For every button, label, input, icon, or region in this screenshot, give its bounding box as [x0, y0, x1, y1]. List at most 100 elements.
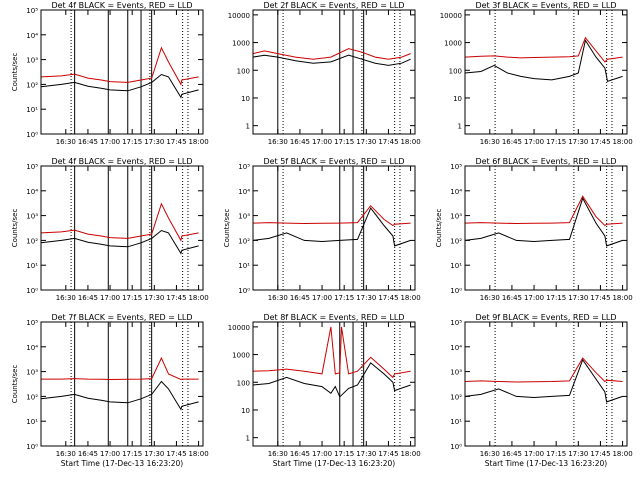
y-tick-label: 10²: [238, 237, 250, 245]
x-tick-label: 16:45: [290, 294, 310, 302]
x-tick-label: 17:00: [524, 138, 544, 146]
panel-3: Det 3f BLACK = Events, RED = LLD 1 10 100 10…: [440, 1, 633, 146]
y-tick-label: 10³: [238, 213, 250, 221]
y-tick-label: 1: [458, 123, 462, 131]
x-tick-label: 17:45: [166, 138, 186, 146]
x-tick-label: 17:00: [312, 294, 332, 302]
y-tick-label: 10¹: [238, 262, 250, 270]
y-axis-label: Counts/sec: [11, 365, 19, 404]
x-tick-label: 17:00: [312, 450, 332, 458]
x-tick-label: 17:30: [144, 294, 164, 302]
y-tick-label: 10⁵: [450, 163, 462, 171]
panel-4: Det 4f BLACK = Events, RED = LLD Counts/s…: [11, 157, 209, 302]
x-tick-label: 16:30: [480, 450, 500, 458]
x-tick-label: 17:15: [122, 294, 142, 302]
y-tick-label: 1: [246, 123, 250, 131]
lld-series-line: [252, 48, 411, 60]
x-tick-label: 16:30: [268, 294, 288, 302]
x-tick-label: 17:00: [100, 294, 120, 302]
x-tick-label: 17:45: [166, 294, 186, 302]
x-tick-label: 18:00: [400, 294, 420, 302]
panel-title: Det 5f BLACK = Events, RED = LLD: [263, 157, 404, 166]
x-tick-label: 18:00: [612, 294, 632, 302]
x-tick-label: 17:15: [546, 138, 566, 146]
x-tick-label: 17:00: [100, 138, 120, 146]
x-tick-label: 17:30: [568, 138, 588, 146]
x-tick-label: 16:30: [56, 138, 76, 146]
panel-6: Det 6f BLACK = Events, RED = LLD Counts/s…: [435, 157, 633, 302]
y-tick-label: 10²: [450, 393, 462, 401]
y-tick-label: 10²: [26, 393, 38, 401]
y-tick-label: 1000: [232, 352, 250, 360]
y-tick-label: 10⁰: [450, 287, 462, 295]
events-series-line: [464, 358, 623, 403]
y-tick-label: 10⁰: [450, 443, 462, 451]
lld-series-line: [252, 204, 411, 227]
events-series-line: [464, 39, 623, 82]
x-tick-label: 16:45: [290, 450, 310, 458]
y-tick-label: 10⁴: [26, 188, 38, 196]
lld-series-line: [464, 195, 623, 227]
y-tick-label: 10: [241, 407, 250, 415]
panel-8: Det 8f BLACK = Events, RED = LLD Start Ti…: [228, 313, 421, 468]
x-tick-label: 17:15: [122, 450, 142, 458]
plot-frame: [252, 165, 416, 291]
x-tick-label: 17:45: [590, 138, 610, 146]
y-axis-label: Counts/sec: [11, 53, 19, 92]
x-tick-label: 17:00: [524, 294, 544, 302]
x-tick-label: 17:30: [568, 450, 588, 458]
y-tick-label: 1000: [232, 40, 250, 48]
x-tick-label: 16:30: [480, 294, 500, 302]
panel-9: Det 9f BLACK = Events, RED = LLD Start Ti…: [450, 313, 632, 468]
y-tick-label: 10³: [26, 57, 38, 65]
y-tick-label: 10²: [26, 81, 38, 89]
y-tick-label: 1000: [444, 40, 462, 48]
events-series-line: [40, 380, 199, 411]
panel-title: Det 8f BLACK = Events, RED = LLD: [263, 313, 404, 322]
panel-title: Det 3f BLACK = Events, RED = LLD: [475, 1, 616, 10]
x-tick-label: 17:30: [568, 294, 588, 302]
plot-frame: [40, 321, 204, 447]
y-tick-label: 10⁵: [26, 319, 38, 327]
x-tick-label: 16:45: [290, 138, 310, 146]
x-tick-label: 17:45: [378, 138, 398, 146]
y-tick-label: 10⁰: [26, 287, 38, 295]
plot-frame: [464, 9, 628, 135]
plot-frame: [40, 165, 204, 291]
plot-frame: [464, 165, 628, 291]
x-axis-label: Start Time (17-Dec-13 16:23:20): [485, 459, 607, 468]
x-tick-label: 17:30: [356, 294, 376, 302]
y-tick-label: 10³: [450, 213, 462, 221]
x-axis-label: Start Time (17-Dec-13 16:23:20): [61, 459, 183, 468]
x-tick-label: 17:30: [144, 138, 164, 146]
plot-frame: [40, 9, 204, 135]
y-tick-label: 10²: [450, 237, 462, 245]
y-tick-label: 10⁰: [26, 443, 38, 451]
y-tick-label: 10: [453, 95, 462, 103]
lld-series-line: [40, 202, 199, 242]
panel-title: Det 9f BLACK = Events, RED = LLD: [475, 313, 616, 322]
events-series-line: [252, 54, 411, 66]
x-tick-label: 16:45: [78, 294, 98, 302]
panel-2: Det 2f BLACK = Events, RED = LLD 1 10 100 10…: [228, 1, 421, 146]
y-axis-label: Counts/sec: [435, 209, 443, 248]
x-tick-label: 17:30: [356, 450, 376, 458]
y-tick-label: 10⁴: [26, 344, 38, 352]
y-tick-label: 10²: [26, 237, 38, 245]
x-tick-label: 17:45: [378, 450, 398, 458]
y-axis-label: Counts/sec: [11, 209, 19, 248]
y-tick-label: 10¹: [450, 262, 462, 270]
y-tick-label: 10⁴: [26, 32, 38, 40]
x-tick-label: 17:15: [334, 450, 354, 458]
x-tick-label: 16:30: [480, 138, 500, 146]
x-tick-label: 17:15: [334, 294, 354, 302]
x-tick-label: 17:45: [166, 450, 186, 458]
y-tick-label: 1: [246, 435, 250, 443]
panel-title: Det 7f BLACK = Events, RED = LLD: [51, 313, 192, 322]
x-tick-label: 16:30: [268, 450, 288, 458]
x-tick-label: 16:45: [502, 450, 522, 458]
y-tick-label: 10000: [228, 324, 250, 332]
x-axis-label: Start Time (17-Dec-13 16:23:20): [273, 459, 395, 468]
panel-title: Det 2f BLACK = Events, RED = LLD: [263, 1, 404, 10]
